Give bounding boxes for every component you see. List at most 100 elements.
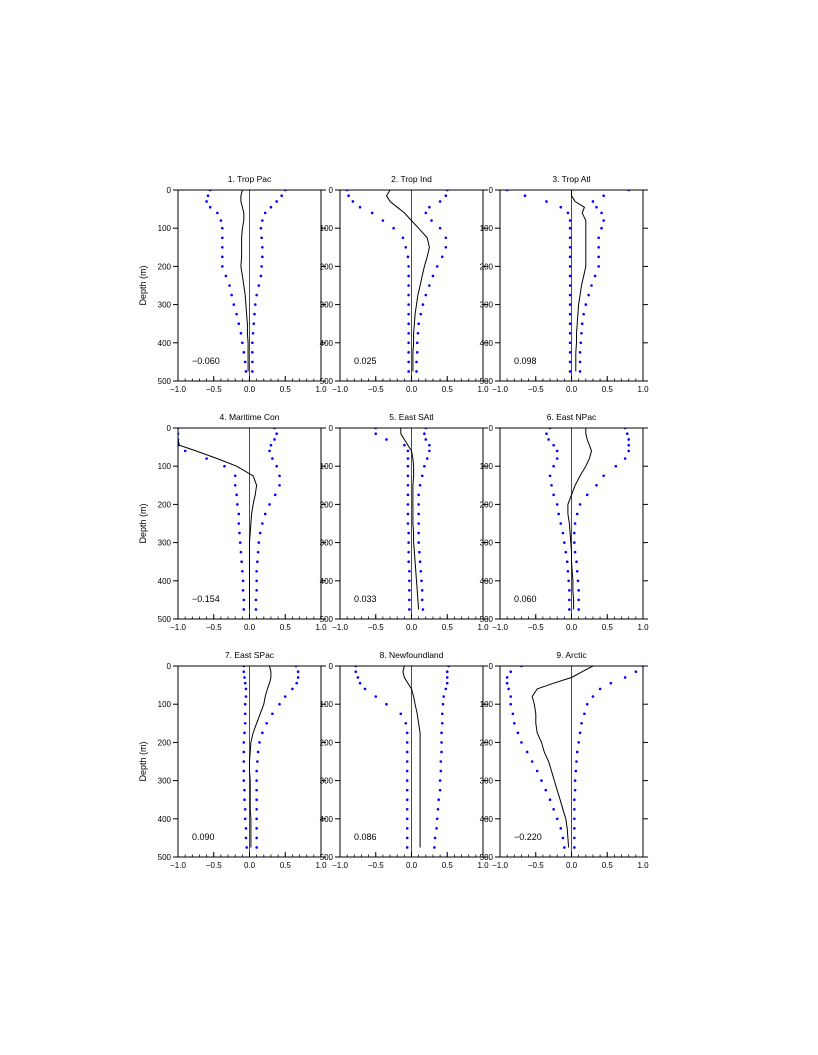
bound-point — [243, 702, 247, 706]
x-tick-label: 1.0 — [477, 623, 489, 632]
panel-value-label: −0.220 — [514, 832, 542, 842]
panel-title: 2. Trop Ind — [391, 174, 432, 184]
bound-point — [623, 457, 627, 460]
bound-point — [256, 550, 260, 554]
bound-point — [423, 464, 426, 468]
bound-point — [239, 550, 243, 554]
bound-point — [258, 741, 261, 744]
bound-point — [437, 798, 440, 801]
panel-value-label: 0.025 — [354, 356, 377, 366]
bound-point — [241, 589, 245, 592]
bound-point — [406, 522, 410, 525]
bound-point — [559, 827, 563, 830]
panel-2: 2. Trop Ind −1.0 −0.5 0.0 0.5 1.0 0 100 200 300 40… — [320, 174, 489, 394]
x-tick-label: −0.5 — [206, 385, 222, 394]
bound-point — [236, 503, 239, 506]
x-tick-label: −0.5 — [368, 385, 384, 394]
bound-point — [568, 255, 572, 259]
bound-point — [291, 687, 294, 691]
bound-point — [435, 827, 438, 830]
y-tick-label: 200 — [320, 738, 334, 747]
bound-point — [555, 457, 559, 460]
bound-point — [425, 457, 429, 460]
y-tick-label: 0 — [329, 186, 334, 195]
y-tick-label: 400 — [480, 577, 494, 586]
x-tick-label: 0.0 — [566, 385, 578, 394]
bound-point — [575, 560, 578, 563]
bound-point — [440, 750, 443, 754]
y-tick-label: 200 — [480, 262, 494, 271]
bound-point — [405, 750, 409, 754]
x-tick-label: −1.0 — [332, 623, 348, 632]
bound-point — [584, 303, 588, 306]
y-tick-label: 400 — [480, 815, 494, 824]
bound-point — [598, 687, 602, 691]
bound-point — [255, 579, 258, 583]
bound-point — [602, 219, 605, 222]
bound-point — [580, 722, 583, 725]
bound-point — [405, 798, 409, 801]
x-tick-label: −1.0 — [332, 861, 348, 870]
bound-point — [243, 676, 246, 679]
bound-point — [243, 360, 247, 364]
bound-point — [520, 741, 523, 744]
bound-point — [415, 360, 418, 364]
panel-value-label: 0.033 — [354, 594, 377, 604]
y-tick-label: 0 — [167, 424, 172, 433]
x-tick-label: 0.0 — [244, 385, 256, 394]
bound-point — [420, 589, 424, 592]
bound-point — [417, 531, 420, 535]
bound-point — [245, 846, 248, 849]
bound-point — [444, 236, 448, 240]
bound-point — [399, 712, 403, 716]
bound-point — [440, 722, 444, 725]
bound-point — [405, 779, 409, 782]
bound-point — [406, 503, 410, 506]
bound-point — [242, 741, 246, 744]
bound-point — [444, 246, 448, 249]
bound-point — [573, 779, 577, 782]
bound-point — [256, 760, 259, 763]
bound-point — [568, 360, 572, 364]
bound-point — [438, 200, 442, 203]
x-tick-label: 1.0 — [637, 623, 649, 632]
y-tick-label: 100 — [320, 224, 334, 233]
bound-point — [568, 598, 571, 602]
bound-point — [435, 817, 439, 821]
bound-point — [440, 741, 443, 744]
bound-point — [577, 608, 580, 611]
bound-point — [404, 722, 408, 725]
bound-point — [438, 779, 442, 782]
bound-point — [255, 817, 258, 821]
x-tick-label: 0.5 — [280, 385, 292, 394]
bound-point — [259, 274, 263, 278]
bound-point — [406, 474, 410, 478]
x-tick-label: −0.5 — [528, 861, 544, 870]
bound-point — [263, 512, 267, 516]
bound-point — [183, 449, 187, 453]
bound-point — [251, 331, 255, 335]
bound-point — [358, 681, 362, 685]
bound-point — [242, 351, 246, 354]
bound-point — [224, 274, 228, 278]
bound-point — [417, 493, 420, 497]
mean-profile-line — [567, 428, 593, 610]
y-axis-label: Depth (m) — [138, 265, 148, 305]
bound-point — [242, 670, 246, 674]
bound-point — [219, 219, 223, 222]
x-tick-label: −0.5 — [206, 861, 222, 870]
bound-point — [559, 205, 563, 209]
bound-point — [405, 788, 409, 792]
bound-point — [255, 836, 258, 840]
x-tick-label: 0.5 — [602, 861, 614, 870]
bound-point — [260, 236, 263, 240]
y-tick-label: 100 — [158, 224, 172, 233]
bound-point — [557, 512, 560, 516]
bound-point — [591, 695, 595, 698]
bound-point — [241, 579, 245, 583]
bound-point — [535, 769, 539, 773]
bound-point — [374, 695, 378, 698]
bound-point — [568, 322, 572, 326]
mean-profile-line — [400, 428, 420, 610]
bound-point — [431, 274, 435, 278]
